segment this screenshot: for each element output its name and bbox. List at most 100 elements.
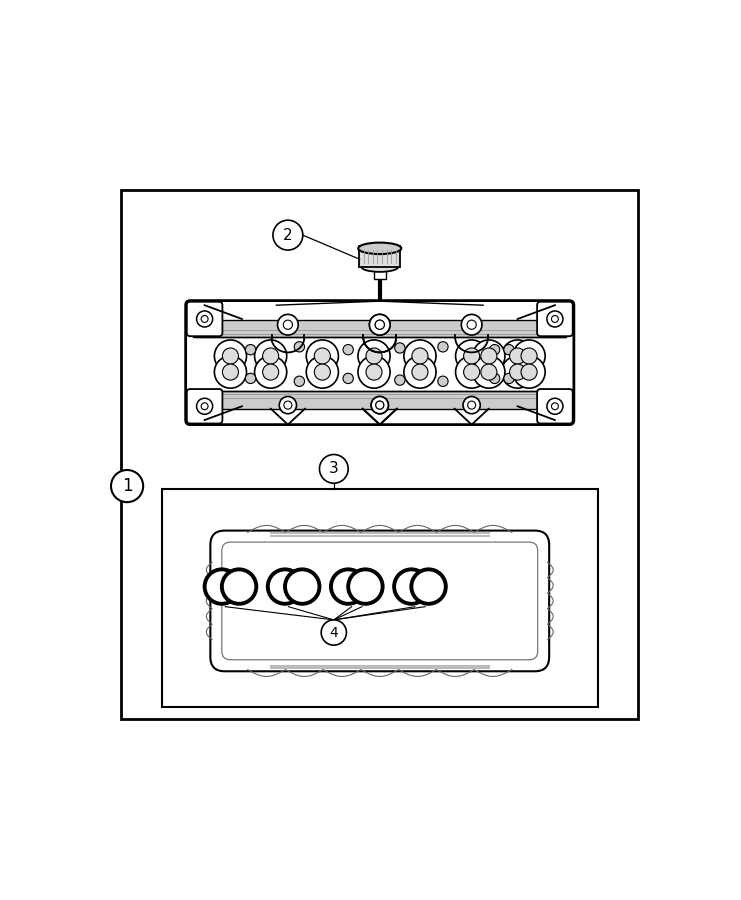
Circle shape	[279, 397, 296, 414]
Circle shape	[196, 398, 213, 414]
Circle shape	[404, 340, 436, 372]
Circle shape	[201, 316, 208, 322]
Circle shape	[467, 320, 476, 329]
FancyBboxPatch shape	[537, 302, 573, 337]
Circle shape	[314, 348, 330, 364]
Circle shape	[111, 470, 143, 502]
FancyBboxPatch shape	[162, 489, 598, 707]
Circle shape	[464, 348, 479, 364]
Circle shape	[306, 340, 339, 372]
Circle shape	[343, 345, 353, 355]
Circle shape	[294, 342, 305, 352]
Circle shape	[306, 356, 339, 388]
Circle shape	[490, 374, 499, 383]
Circle shape	[205, 570, 239, 604]
Circle shape	[464, 364, 479, 380]
Ellipse shape	[361, 262, 399, 272]
FancyBboxPatch shape	[374, 269, 385, 279]
Circle shape	[294, 376, 305, 386]
Circle shape	[370, 314, 390, 335]
Circle shape	[262, 364, 279, 380]
Circle shape	[502, 356, 534, 388]
FancyBboxPatch shape	[537, 389, 573, 424]
Circle shape	[375, 320, 385, 329]
Circle shape	[358, 356, 390, 388]
Circle shape	[462, 314, 482, 335]
FancyBboxPatch shape	[187, 302, 222, 337]
Circle shape	[463, 397, 480, 414]
Circle shape	[196, 310, 213, 327]
Circle shape	[222, 348, 239, 364]
FancyBboxPatch shape	[196, 320, 564, 337]
Circle shape	[481, 364, 497, 380]
Circle shape	[412, 364, 428, 380]
Circle shape	[366, 364, 382, 380]
Circle shape	[404, 356, 436, 388]
Circle shape	[456, 356, 488, 388]
Circle shape	[255, 340, 287, 372]
Circle shape	[510, 364, 525, 380]
Circle shape	[438, 376, 448, 386]
Circle shape	[222, 364, 239, 380]
Circle shape	[358, 340, 390, 372]
Circle shape	[214, 340, 247, 372]
Circle shape	[473, 356, 505, 388]
Circle shape	[284, 401, 292, 410]
Circle shape	[456, 340, 488, 372]
Circle shape	[319, 454, 348, 483]
Circle shape	[551, 403, 559, 410]
FancyBboxPatch shape	[359, 246, 400, 266]
Circle shape	[473, 340, 505, 372]
Text: 3: 3	[329, 462, 339, 476]
Text: 4: 4	[330, 626, 338, 640]
Circle shape	[283, 320, 293, 329]
FancyBboxPatch shape	[210, 531, 549, 671]
FancyBboxPatch shape	[122, 190, 638, 719]
Ellipse shape	[358, 243, 402, 254]
Circle shape	[348, 570, 382, 604]
FancyBboxPatch shape	[196, 392, 564, 409]
Circle shape	[395, 343, 405, 353]
Circle shape	[343, 374, 353, 383]
Circle shape	[214, 356, 247, 388]
Circle shape	[314, 364, 330, 380]
Circle shape	[370, 314, 390, 335]
Circle shape	[245, 345, 256, 355]
Circle shape	[222, 570, 256, 604]
Circle shape	[321, 620, 347, 645]
Circle shape	[255, 356, 287, 388]
Circle shape	[513, 356, 545, 388]
Circle shape	[438, 342, 448, 352]
Circle shape	[366, 348, 382, 364]
Circle shape	[376, 401, 384, 410]
Circle shape	[268, 570, 302, 604]
Circle shape	[412, 348, 428, 364]
Circle shape	[411, 570, 446, 604]
Circle shape	[375, 320, 385, 329]
FancyBboxPatch shape	[186, 301, 574, 425]
Text: 2: 2	[283, 228, 293, 243]
Circle shape	[504, 345, 514, 355]
FancyBboxPatch shape	[187, 389, 222, 424]
Text: 1: 1	[122, 477, 133, 495]
Circle shape	[547, 398, 563, 414]
Circle shape	[551, 316, 559, 322]
Circle shape	[468, 401, 476, 410]
Circle shape	[331, 570, 365, 604]
Circle shape	[376, 401, 384, 410]
Circle shape	[278, 314, 298, 335]
Circle shape	[371, 397, 388, 414]
Circle shape	[371, 397, 388, 414]
Circle shape	[502, 340, 534, 372]
Circle shape	[201, 403, 208, 410]
Circle shape	[510, 348, 525, 364]
Circle shape	[481, 348, 497, 364]
Circle shape	[490, 345, 499, 355]
Circle shape	[547, 310, 563, 327]
Circle shape	[395, 375, 405, 385]
Circle shape	[513, 340, 545, 372]
Circle shape	[285, 570, 319, 604]
Circle shape	[262, 348, 279, 364]
Circle shape	[394, 570, 428, 604]
Circle shape	[521, 364, 537, 380]
